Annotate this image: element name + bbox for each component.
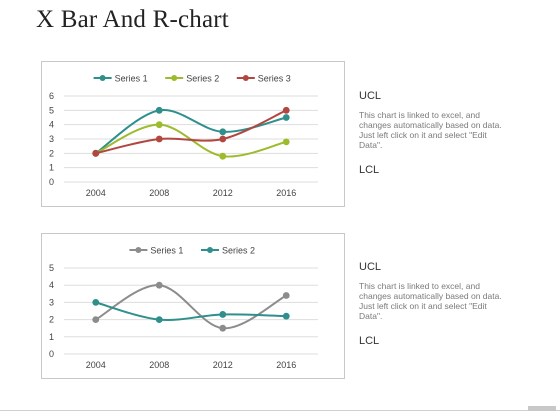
chart-1-legend-label: Series 1: [115, 74, 148, 84]
footer-tab: [528, 406, 556, 411]
chart-1-svg: 0 1 2 3 4 5 6 2004 2008 2012 2016 Series 1 Series 2 S…: [49, 74, 318, 198]
chart-1-series-1-line: [95, 109, 287, 155]
chart-2-series-2-point: [155, 316, 163, 323]
chart-1-series-3-point: [282, 106, 290, 114]
chart-1-ytick-label: 1: [49, 163, 54, 173]
chart-1-xtick-label: 2004: [86, 188, 106, 198]
chart-1-xtick-label: 2012: [213, 188, 233, 198]
chart-1-legend-marker: [99, 75, 106, 81]
chart-2-series-1-point: [155, 281, 163, 289]
chart-2-ytick-label: 4: [49, 280, 54, 290]
chart-description: This chart is linked to excel, and chang…: [359, 281, 502, 321]
lcl-label: LCL: [359, 335, 380, 347]
lcl-label: LCL: [359, 164, 380, 176]
chart-2-series-2-point: [219, 311, 227, 318]
chart-2-series-1-point: [92, 316, 100, 323]
chart-2-series-2-line: [95, 301, 287, 321]
chart-1-ytick-label: 2: [49, 148, 54, 158]
chart-2-series-1-line: [95, 284, 287, 330]
chart-1-legend-label: Series 2: [186, 74, 219, 84]
chart-1-series-2-point: [219, 152, 227, 160]
chart-2-notes: UCL This chart is linked to excel, and c…: [359, 261, 509, 347]
chart-2-ytick-label: 5: [49, 263, 54, 273]
chart-1-legend-marker: [242, 75, 249, 81]
chart-1-series-1-point: [219, 128, 227, 136]
chart-2-series-1-point: [219, 324, 227, 332]
chart-1-ytick-label: 4: [49, 120, 54, 130]
chart-2-ytick-label: 2: [49, 315, 54, 325]
chart-1-legend-marker: [171, 75, 178, 81]
chart-1-series-2-point: [282, 138, 290, 146]
footer-divider: [0, 410, 560, 411]
chart-1-legend-label: Series 3: [258, 74, 291, 84]
chart-description: This chart is linked to excel, and chang…: [359, 110, 502, 150]
chart-2-ytick-label: 3: [49, 297, 54, 307]
chart-1-ytick-label: 0: [49, 177, 54, 187]
chart-1-ytick-label: 3: [49, 134, 54, 144]
chart-2[interactable]: 0 1 2 3 4 5 2004 2008 2012 2016 Series 1 Series 2: [41, 233, 345, 379]
chart-2-xtick-label: 2004: [86, 360, 106, 370]
chart-2-legend-label: Series 2: [222, 246, 255, 256]
chart-1-series-3-point: [219, 135, 227, 143]
chart-1-series-3-point: [92, 149, 100, 157]
ucl-label: UCL: [359, 90, 382, 102]
chart-1-series-2-point: [155, 121, 163, 129]
chart-2-legend-label: Series 1: [150, 246, 183, 256]
chart-1-series-3-line: [95, 109, 287, 155]
chart-2-legend-marker: [207, 247, 213, 253]
chart-2-svg: 0 1 2 3 4 5 2004 2008 2012 2016 Series 1 Series 2: [49, 246, 318, 370]
chart-2-ytick-label: 1: [49, 332, 54, 342]
chart-2-series-1-point: [282, 292, 290, 299]
chart-1-series-1-point: [155, 106, 163, 114]
chart-2-ytick-label: 0: [49, 349, 54, 359]
chart-1-xtick-label: 2008: [149, 188, 169, 198]
chart-2-legend-marker: [135, 247, 142, 253]
chart-1-series-1-point: [282, 114, 290, 121]
slide-title: X Bar And R-chart: [36, 6, 229, 33]
chart-2-series-2-point: [92, 299, 100, 306]
chart-1-ytick-label: 5: [49, 105, 54, 115]
chart-1[interactable]: 0 1 2 3 4 5 6 2004 2008 2012 2016 Series 1 Series 2 S…: [41, 61, 345, 207]
chart-1-xtick-label: 2016: [276, 188, 296, 198]
chart-2-xtick-label: 2016: [276, 360, 296, 370]
chart-2-series-2-point: [282, 312, 290, 320]
chart-2-xtick-label: 2008: [149, 360, 169, 370]
chart-1-notes: UCL This chart is linked to excel, and c…: [359, 90, 509, 176]
chart-1-ytick-label: 6: [49, 91, 54, 101]
chart-2-xtick-label: 2012: [213, 360, 233, 370]
ucl-label: UCL: [359, 261, 382, 273]
chart-1-series-3-point: [155, 135, 163, 143]
